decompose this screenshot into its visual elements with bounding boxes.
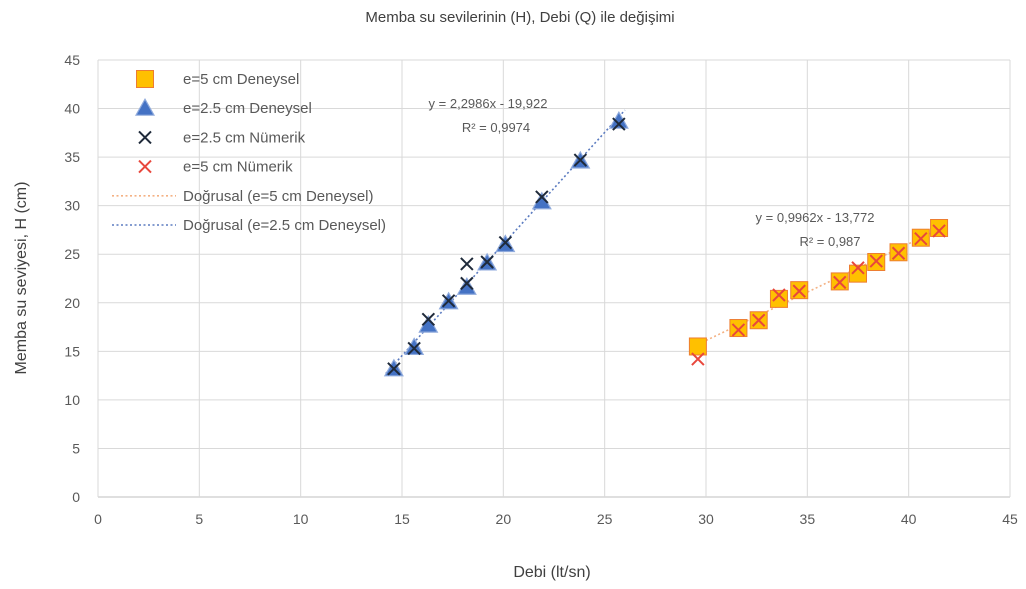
legend-marker-3 (138, 159, 152, 174)
legend-label: Doğrusal (e=2.5 cm Deneysel) (183, 217, 386, 234)
trendlines (385, 109, 946, 375)
legend: e=5 cm Deneysel e=2.5 cm Deneysel e=2.5 cm… (112, 70, 386, 234)
data-point-series-3 (772, 288, 786, 302)
legend-marker-2 (138, 130, 152, 145)
data-point-series-1 (404, 337, 425, 356)
x-tick-label: 5 (195, 511, 203, 527)
data-point-series-0 (930, 219, 949, 238)
grid-lines (97, 59, 1011, 498)
data-point-series-2 (573, 153, 588, 167)
y-tick-label: 20 (64, 295, 80, 311)
y-tick-label: 10 (64, 392, 80, 408)
data-point-series-2 (441, 294, 456, 308)
data-point-series-3 (932, 224, 946, 238)
data-point-series-2 (480, 255, 494, 269)
x-tick-label: 20 (496, 511, 512, 527)
data-point-series-2 (535, 190, 549, 204)
trendline-equation-2-5cm: y = 2,2986x - 19,922 (429, 96, 548, 111)
x-tick-label: 15 (394, 511, 410, 527)
trendline-equation-5cm: y = 0,9962x - 13,772 (756, 210, 875, 225)
data-point-series-0 (849, 264, 867, 283)
data-point-series-2 (612, 117, 626, 131)
data-point-series-2 (460, 276, 474, 291)
y-tick-label: 40 (64, 101, 80, 117)
data-point-series-3 (851, 261, 865, 275)
legend-label: e=5 cm Deneysel (183, 71, 299, 88)
data-point-series-0 (729, 319, 748, 338)
data-point-series-1 (608, 110, 629, 129)
data-point-series-0 (688, 337, 707, 356)
data-point-series-2 (460, 257, 474, 271)
y-axis-title: Memba su seviyesi, H (cm) (13, 182, 30, 375)
data-point-series-2 (387, 362, 401, 376)
data-points (383, 110, 949, 377)
data-point-series-2 (421, 312, 436, 326)
data-point-series-3 (914, 231, 928, 246)
data-point-series-1 (531, 191, 552, 210)
data-point-series-3 (869, 254, 883, 268)
data-point-series-3 (792, 284, 806, 298)
x-tick-label: 0 (94, 511, 102, 527)
legend-label: e=5 cm Nümerik (183, 159, 293, 176)
y-tick-label: 30 (64, 198, 80, 214)
legend-label: e=2.5 cm Nümerik (183, 129, 306, 146)
data-point-series-1 (456, 277, 477, 295)
data-point-series-3 (731, 323, 746, 337)
trendline-equations: y = 2,2986x - 19,922 R² = 0,9974 y = 0,9… (429, 96, 875, 249)
data-point-series-2 (407, 341, 421, 356)
legend-label: e=2.5 cm Deneysel (183, 100, 312, 117)
chart-title: Memba su sevilerinin (H), Debi (Q) ile d… (365, 9, 674, 26)
x-tick-label: 30 (698, 511, 714, 527)
data-point-series-0 (769, 289, 788, 308)
data-point-series-3 (691, 352, 705, 366)
y-tick-label: 35 (64, 149, 80, 165)
x-tick-label: 10 (293, 511, 309, 527)
data-point-series-3 (833, 275, 847, 290)
x-axis-title: Debi (lt/sn) (513, 564, 590, 581)
trendline-r2-5cm: R² = 0,987 (799, 234, 860, 249)
data-point-series-3 (751, 313, 766, 327)
y-tick-label: 5 (72, 440, 80, 456)
y-axis-ticks: 0 5 10 15 20 25 30 35 40 45 (64, 52, 80, 505)
legend-marker-0 (136, 70, 154, 88)
data-point-series-3 (891, 246, 906, 260)
x-tick-label: 45 (1002, 511, 1018, 527)
trendline-r2-2-5cm: R² = 0,9974 (462, 120, 530, 135)
legend-marker-1 (134, 97, 156, 116)
data-point-series-2 (498, 235, 513, 250)
y-tick-label: 0 (72, 489, 80, 505)
x-tick-label: 25 (597, 511, 613, 527)
y-tick-label: 45 (64, 52, 80, 68)
x-tick-label: 40 (901, 511, 917, 527)
y-tick-label: 25 (64, 246, 80, 262)
y-tick-label: 15 (64, 343, 80, 359)
x-axis-ticks: 0 5 10 15 20 25 30 35 40 45 (94, 511, 1018, 527)
legend-label: Doğrusal (e=5 cm Deneysel) (183, 188, 374, 205)
x-tick-label: 35 (800, 511, 816, 527)
